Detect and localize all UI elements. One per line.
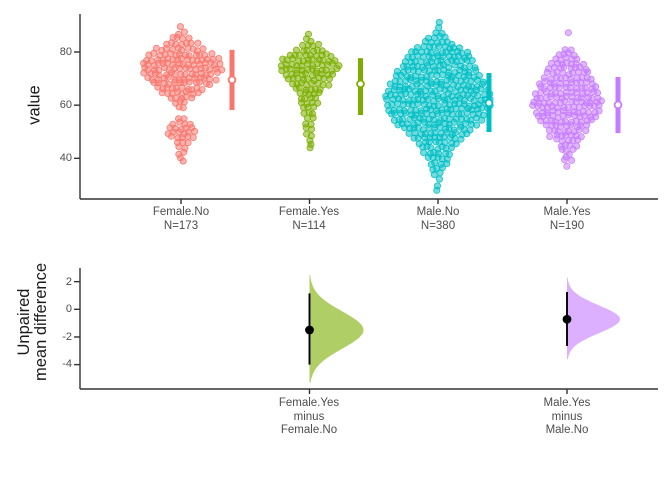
- swarm-Male.Yes: [529, 29, 623, 170]
- group-n: N=114: [292, 219, 326, 232]
- mean-marker-Female.No: [227, 75, 237, 85]
- comparison-line-1: Female.Yes: [278, 397, 340, 409]
- comparison-line-2: minus: [293, 410, 325, 423]
- y-tick-label-60: 60: [59, 99, 72, 111]
- y-tick-label-neg2: -2: [62, 331, 72, 343]
- group-label-female-no: Female.No N=173: [116, 206, 246, 233]
- group-label-male-no: Male.No N=380: [373, 206, 503, 233]
- group-name: Male.Yes: [543, 206, 591, 218]
- y-tick-label-0: 0: [65, 303, 72, 315]
- violin: [309, 274, 364, 383]
- y-tick-label-80: 80: [59, 46, 72, 58]
- group-label-female-yes: Female.Yes N=114: [244, 206, 374, 233]
- group-name: Female.No: [152, 206, 210, 218]
- y-axis-title-line-1: Unpaired: [15, 288, 33, 356]
- comparison-line-3: Male.No: [545, 424, 589, 436]
- difference-Male.Yes-minus-Male.No: [562, 277, 620, 360]
- mean-marker-Male.Yes: [613, 100, 623, 110]
- violin: [567, 277, 620, 360]
- comparison-line-3: Female.No: [280, 424, 338, 436]
- comparison-line-1: Male.Yes: [543, 397, 591, 409]
- y-tick-label-2: 2: [65, 276, 72, 288]
- y-tick-label-neg4: -4: [62, 358, 72, 370]
- swarm-Female.No: [140, 23, 237, 165]
- group-name: Female.Yes: [278, 206, 340, 218]
- mean-difference-dot: [562, 314, 572, 324]
- comparison-label-male: Male.Yes minus Male.No: [502, 397, 632, 438]
- swarm-Male.No: [382, 18, 494, 194]
- group-name: Male.No: [416, 206, 460, 218]
- mean-difference-dot: [305, 325, 314, 335]
- swarm-Female.Yes: [277, 30, 365, 152]
- group-n: N=380: [420, 219, 456, 232]
- group-n: N=190: [549, 219, 585, 232]
- mean-marker-Female.Yes: [356, 79, 365, 89]
- comparison-line-2: minus: [551, 410, 583, 423]
- group-n: N=173: [163, 219, 199, 232]
- group-label-male-yes: Male.Yes N=190: [502, 206, 632, 233]
- y-tick-label-40: 40: [59, 152, 72, 164]
- mean-marker-Male.No: [484, 98, 494, 108]
- comparison-label-female: Female.Yes minus Female.No: [244, 397, 374, 438]
- difference-Female.Yes-minus-Female.No: [305, 274, 364, 383]
